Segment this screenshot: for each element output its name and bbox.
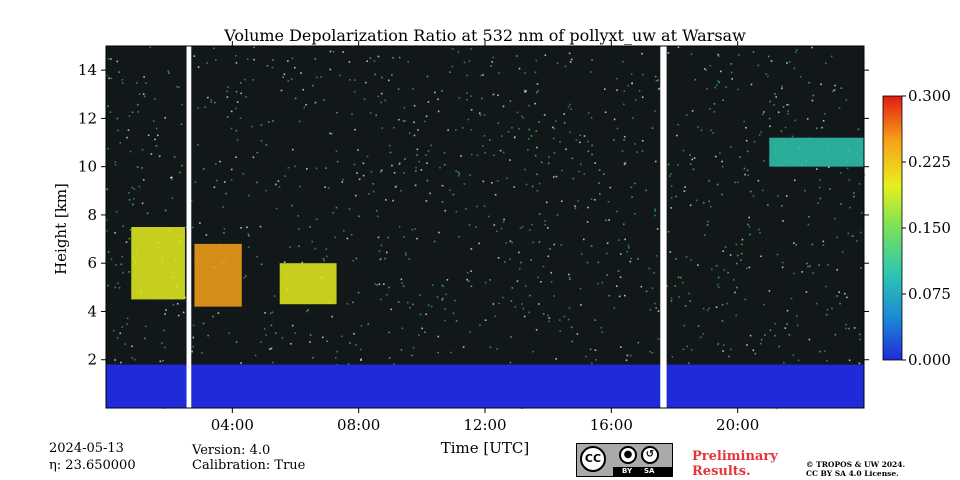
- colorbar-ticks: 0.000 0.075 0.150 0.225 0.300: [902, 87, 951, 369]
- preliminary-line-2: Results.: [692, 464, 751, 479]
- region-dust-layer-3: [279, 263, 337, 305]
- preliminary-line-1: Preliminary: [692, 449, 778, 464]
- y-tick-label: 10: [78, 158, 97, 176]
- copyright-line-2: CC BY SA 4.0 License.: [806, 469, 899, 478]
- region-dust-layer-2: [194, 243, 242, 307]
- colorbar-tick-label: 0.150: [908, 219, 951, 237]
- copyright-line-1: © TROPOS & UW 2024.: [806, 460, 906, 469]
- calibration-label: Calibration: True: [192, 458, 306, 473]
- sa-label: SA: [644, 467, 655, 475]
- cc-license-badge: CC ● ↺ BY SA: [576, 443, 673, 477]
- y-tick-label: 14: [78, 61, 97, 79]
- x-tick-label: 04:00: [211, 416, 254, 434]
- y-tick-label: 12: [78, 109, 97, 127]
- colorbar-tick-label: 0.075: [908, 285, 951, 303]
- x-tick-label: 20:00: [716, 416, 759, 434]
- y-tick-label: 2: [87, 351, 97, 369]
- x-axis: 04:00 08:00 12:00 16:00 20:00: [211, 41, 759, 434]
- date-label: 2024-05-13: [49, 441, 124, 456]
- region-boundary-layer: [106, 364, 864, 408]
- y-axis-label: Height [km]: [52, 183, 70, 275]
- x-tick-label: 12:00: [463, 416, 506, 434]
- region-dust-layer-1: [131, 227, 185, 300]
- colorbar-tick-label: 0.000: [908, 351, 951, 369]
- x-axis-label: Time [UTC]: [441, 439, 530, 457]
- copyright-note: © TROPOS & UW 2024. CC BY SA 4.0 License…: [806, 460, 905, 478]
- colorbar-tick-label: 0.225: [908, 153, 951, 171]
- region-cirrus: [769, 137, 864, 167]
- y-tick-label: 6: [87, 254, 97, 272]
- noise-background: [106, 46, 864, 408]
- by-attribution-icon: ●: [619, 446, 637, 464]
- x-tick-label: 08:00: [337, 416, 380, 434]
- data-gap-1: [186, 46, 192, 408]
- by-label: BY: [622, 467, 633, 475]
- y-tick-label: 8: [87, 206, 97, 224]
- y-tick-label: 4: [87, 302, 97, 320]
- colorbar-tick-label: 0.300: [908, 87, 951, 105]
- preliminary-note: Preliminary Results.: [692, 449, 778, 479]
- heatmap-image: [106, 46, 866, 410]
- eta-label: η: 23.650000: [49, 458, 136, 473]
- chart-title: Volume Depolarization Ratio at 532 nm of…: [223, 26, 746, 45]
- version-label: Version: 4.0: [192, 443, 271, 458]
- x-tick-label: 16:00: [590, 416, 633, 434]
- sa-sharealike-icon: ↺: [641, 446, 659, 464]
- colorbar: [882, 95, 903, 361]
- y-axis: 2 4 6 8 10 12 14: [78, 61, 869, 369]
- cc-logo-icon: CC: [580, 446, 606, 472]
- data-gap-2: [660, 46, 667, 408]
